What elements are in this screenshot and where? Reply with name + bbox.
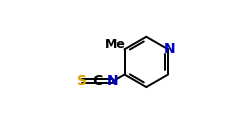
Text: N: N (107, 74, 119, 88)
Text: Me: Me (105, 38, 126, 51)
Text: N: N (164, 42, 175, 56)
Text: C: C (92, 74, 102, 88)
Text: S: S (77, 74, 87, 88)
